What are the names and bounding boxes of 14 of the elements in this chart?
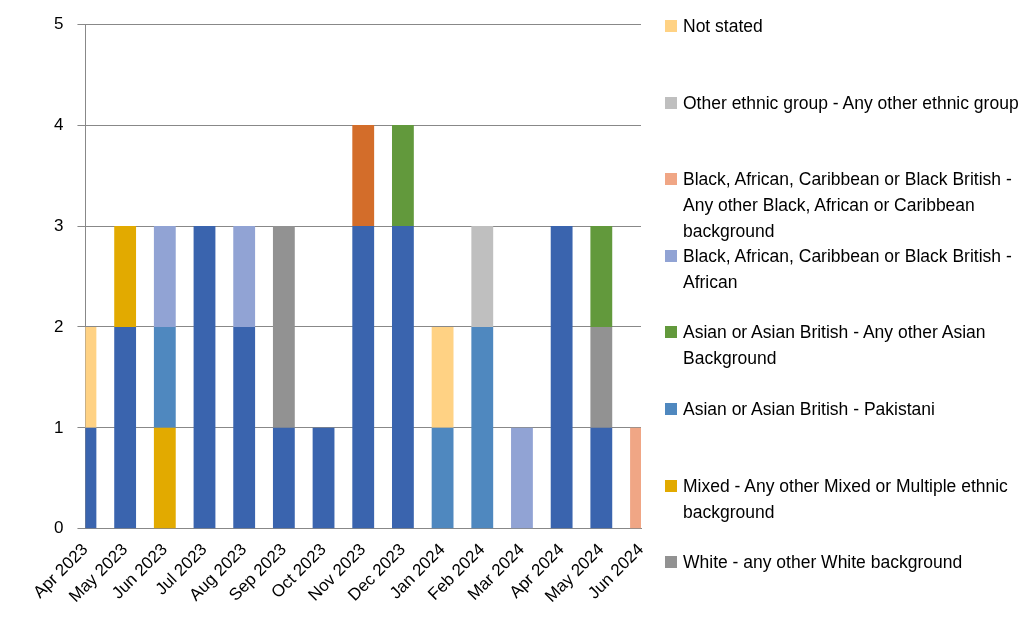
y-tick-label: 1	[53, 417, 64, 437]
legend-label: Black, African, Caribbean or Black British - African	[683, 244, 1013, 294]
y-tick-label: 5	[53, 13, 64, 33]
legend-label: Mixed - Any other Mixed or Multiple ethnic background	[683, 474, 1009, 524]
y-tick-label: 2	[53, 316, 64, 336]
y-tick-label: 0	[53, 518, 64, 538]
y-tick-label: 3	[53, 215, 64, 235]
legend-label: Not stated	[683, 15, 763, 38]
legend-label: Other ethnic group - Any other ethnic group	[683, 91, 1019, 115]
legend-label: Asian or Asian British - Any other Asian Background	[683, 321, 987, 371]
legend-label: White - any other White background	[683, 551, 963, 575]
y-tick-label: 4	[53, 114, 64, 134]
legend-label: Asian or Asian British - Pakistani	[683, 397, 935, 421]
legend-label: Black, African, Caribbean or Black British - Any other Black, African or Caribbean background	[683, 168, 1013, 244]
